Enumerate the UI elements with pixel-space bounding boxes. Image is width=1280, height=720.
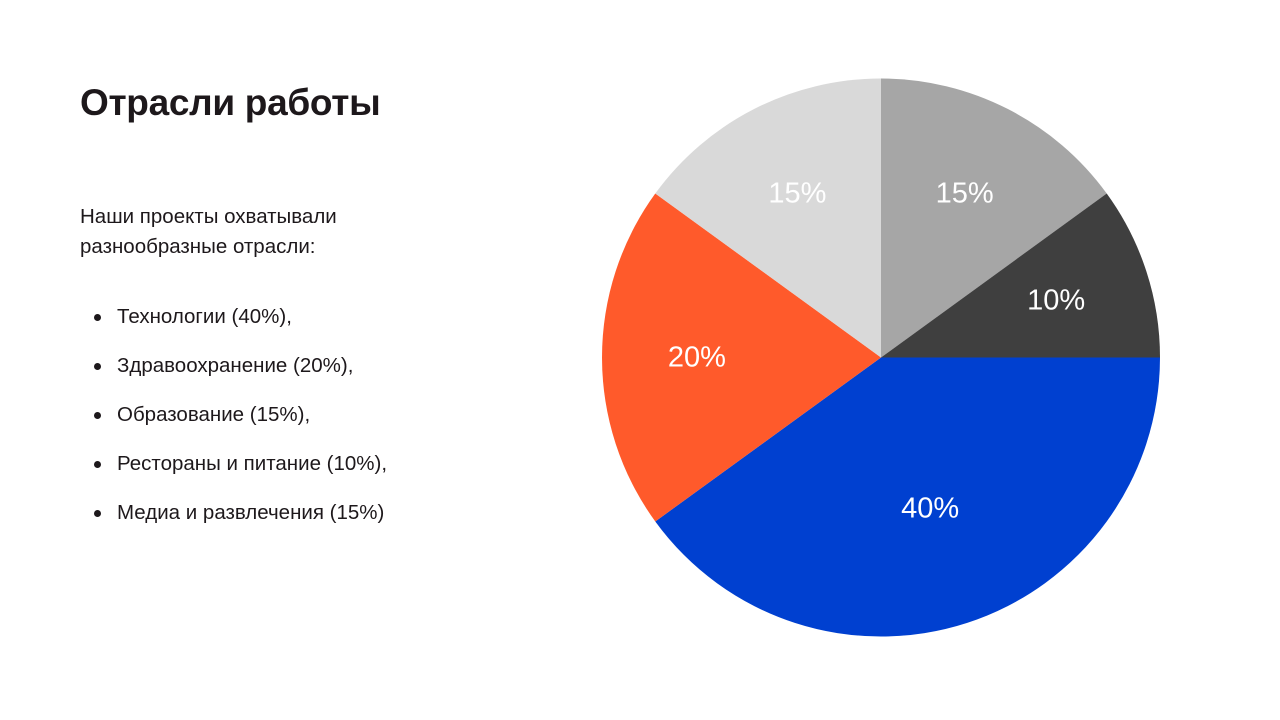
industry-list: Технологии (40%), Здравоохранение (20%),…: [94, 300, 387, 545]
list-item: Образование (15%),: [94, 398, 387, 447]
list-item: Здравоохранение (20%),: [94, 349, 387, 398]
slice-label: 15%: [768, 177, 826, 209]
list-item: Технологии (40%),: [94, 300, 387, 349]
list-item: Рестораны и питание (10%),: [94, 447, 387, 496]
pie-slice: [602, 193, 881, 522]
slice-label: 10%: [1027, 285, 1085, 317]
pie-slice: [881, 193, 1160, 358]
slice-label: 40%: [901, 493, 959, 525]
pie-slice: [655, 357, 1160, 637]
pie-slice: [655, 78, 881, 358]
list-item: Медиа и развлечения (15%): [94, 496, 387, 545]
pie-slice: [881, 78, 1107, 358]
slide-title: Отрасли работы: [80, 82, 381, 123]
slice-label: 15%: [936, 177, 994, 209]
intro-text: Наши проекты охватывали разнообразные от…: [80, 205, 337, 258]
slice-label: 20%: [668, 342, 726, 374]
